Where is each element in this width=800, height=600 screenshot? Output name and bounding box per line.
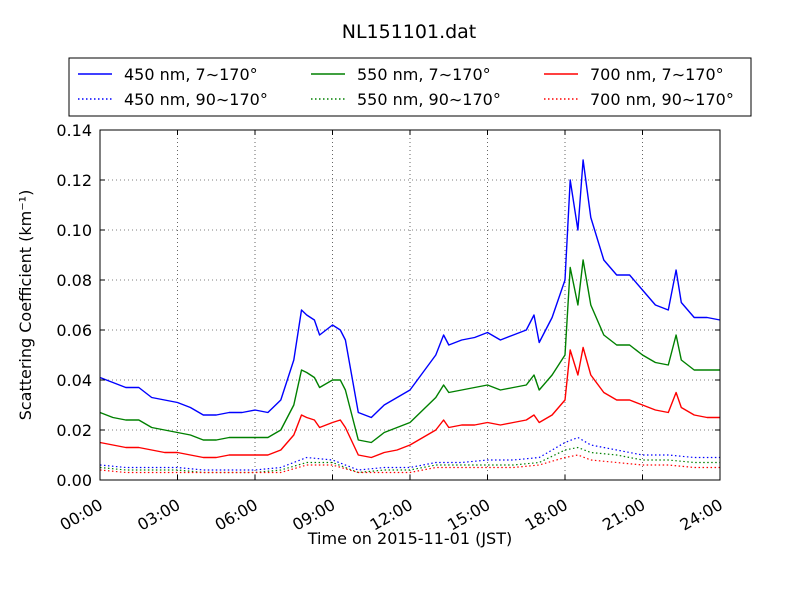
legend-label-3: 450 nm, 90∼170° [124, 90, 268, 109]
legend-label-5: 700 nm, 90∼170° [590, 90, 734, 109]
series-line-1 [99, 259, 720, 444]
y-tick-label: 0.08 [56, 271, 92, 290]
series-line-4 [99, 446, 720, 474]
y-tick-label: 0.12 [56, 171, 92, 190]
x-tick-label: 18:00 [522, 495, 571, 535]
y-tick-label: 0.00 [56, 471, 92, 490]
series-line-3 [99, 436, 720, 471]
y-axis-label: Scattering Coefficient (km⁻¹) [16, 190, 35, 421]
y-tick-label: 0.10 [56, 221, 92, 240]
y-tick-label: 0.04 [56, 371, 92, 390]
y-tick-label: 0.14 [56, 121, 92, 140]
series-line-5 [99, 454, 720, 474]
x-tick-label: 24:00 [677, 495, 726, 535]
legend: 450 nm, 7∼170° 550 nm, 7∼170° 700 nm, 7∼17… [68, 57, 752, 117]
y-tick-label: 0.06 [56, 321, 92, 340]
legend-label-1: 550 nm, 7∼170° [357, 65, 491, 84]
y-tick-label: 0.02 [56, 421, 92, 440]
legend-label-0: 450 nm, 7∼170° [124, 65, 258, 84]
x-tick-label: 21:00 [599, 495, 648, 535]
series-line-0 [99, 159, 721, 419]
chart-title: NL151101.dat [342, 21, 477, 43]
legend-label-2: 700 nm, 7∼170° [590, 65, 724, 84]
legend-label-4: 550 nm, 90∼170° [357, 90, 501, 109]
x-tick-label: 06:00 [212, 495, 261, 535]
series-lines [99, 159, 721, 474]
legend-frame [68, 57, 752, 117]
x-tick-label: 00:00 [57, 495, 106, 535]
grid [100, 130, 720, 480]
series-line-2 [99, 346, 720, 459]
x-tick-label: 03:00 [134, 495, 183, 535]
x-axis-label: Time on 2015-11-01 (JST) [307, 529, 512, 548]
